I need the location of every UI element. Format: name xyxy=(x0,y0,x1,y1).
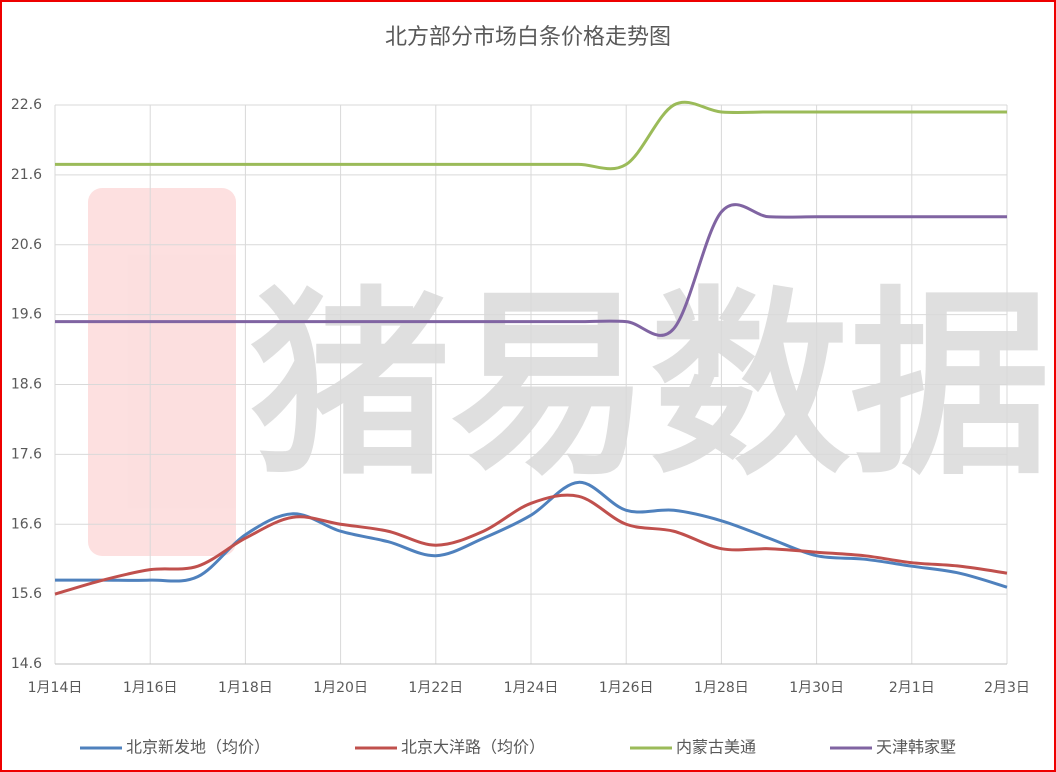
x-tick-label: 2月1日 xyxy=(889,680,935,696)
x-tick-label: 1月30日 xyxy=(789,680,844,696)
legend-label: 天津韩家墅 xyxy=(876,738,956,757)
svg-text:猪易数据: 猪易数据 xyxy=(250,270,1050,503)
x-tick-label: 1月14日 xyxy=(28,680,83,696)
y-tick-label: 18.6 xyxy=(11,377,42,393)
x-tick-label: 1月20日 xyxy=(313,680,368,696)
line xyxy=(54,480,1008,589)
x-tick-label: 1月16日 xyxy=(123,680,178,696)
chart-title: 北方部分市场白条价格走势图 xyxy=(385,25,671,50)
y-tick-label: 17.6 xyxy=(11,446,42,462)
line xyxy=(55,203,1007,337)
x-tick-label: 1月26日 xyxy=(599,680,654,696)
x-tick-label: 1月24日 xyxy=(504,680,559,696)
y-tick-label: 22.6 xyxy=(11,97,42,113)
y-tick-label: 19.6 xyxy=(11,307,42,323)
watermark: 猪易数据 xyxy=(88,188,1050,556)
x-tick-label: 1月22日 xyxy=(408,680,463,696)
legend-label: 北京大洋路（均价） xyxy=(401,738,545,757)
y-tick-label: 21.6 xyxy=(11,167,42,183)
legend-label: 北京新发地（均价） xyxy=(126,738,270,757)
y-tick-label: 20.6 xyxy=(11,237,42,253)
y-tick-label: 15.6 xyxy=(11,586,42,602)
y-tick-label: 14.6 xyxy=(11,656,42,672)
x-tick-label: 1月18日 xyxy=(218,680,273,696)
line xyxy=(54,493,1008,596)
y-tick-label: 16.6 xyxy=(11,516,42,532)
x-tick-label: 2月3日 xyxy=(984,680,1030,696)
legend-label: 内蒙古美通 xyxy=(676,738,756,757)
line xyxy=(54,100,1007,171)
x-tick-label: 1月28日 xyxy=(694,680,749,696)
